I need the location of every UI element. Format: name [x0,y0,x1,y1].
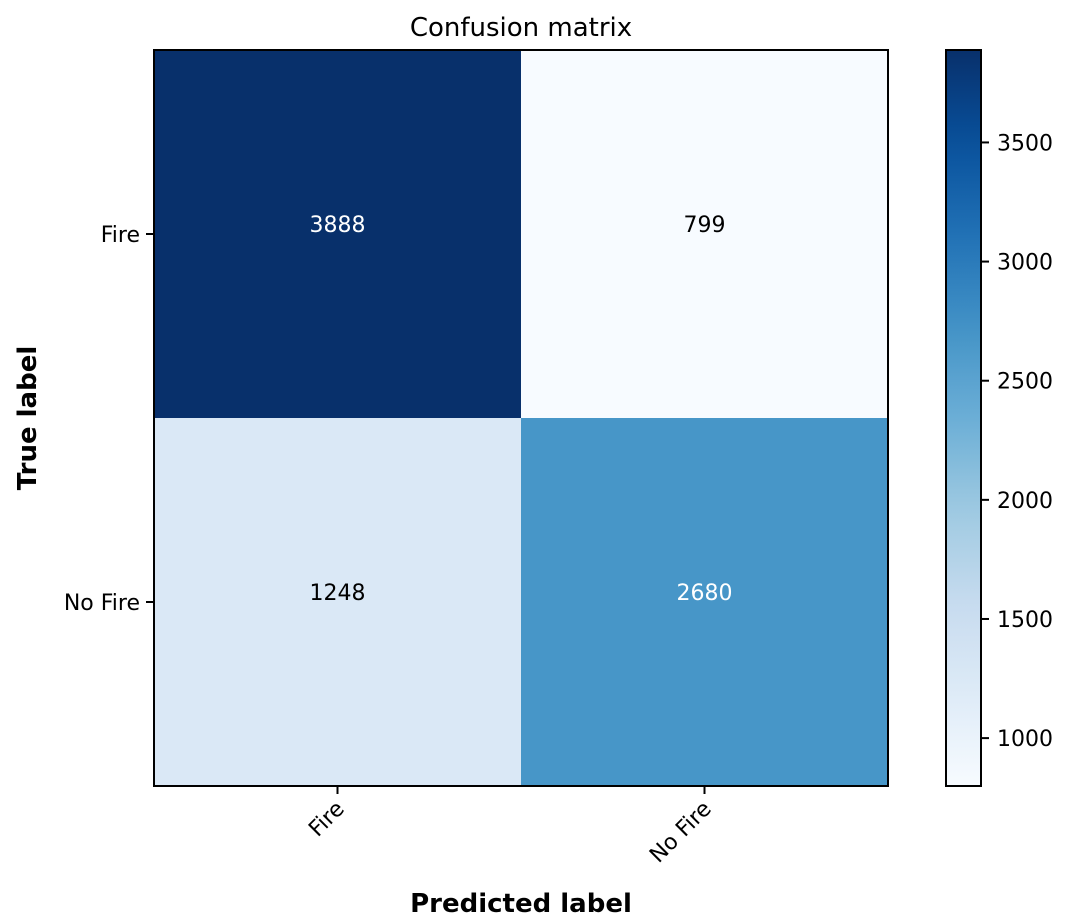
y-tick-label: No Fire [64,591,140,616]
plot-frame [153,49,889,787]
colorbar [945,49,982,787]
heatmap-cell [154,418,522,787]
y-tick-label: Fire [101,223,140,248]
colorbar-tick-label: 2000 [997,489,1053,514]
heatmap-cells [154,50,889,787]
x-tick-label: No Fire [645,797,717,869]
colorbar-tick-label: 3000 [997,251,1053,276]
y-axis-ticks: Fire No Fire [64,223,154,616]
cell-value-label: 3888 [310,213,366,238]
cell-value-label: 799 [684,213,726,238]
x-tick-label: Fire [304,797,349,842]
colorbar-tick-label: 1500 [997,608,1053,633]
x-axis-label: Predicted label [410,889,632,919]
chart-title: Confusion matrix [410,13,632,43]
colorbar-tick-label: 1000 [997,727,1053,752]
cell-value-label: 2680 [677,581,733,606]
colorbar-ticks: 1000 1500 2000 2500 3000 3500 [981,131,1053,752]
cell-value-label: 1248 [310,581,366,606]
x-axis-ticks: Fire No Fire [304,786,717,869]
colorbar-tick-label: 2500 [997,370,1053,395]
heatmap-cell [521,50,889,419]
heatmap-cell [154,50,522,419]
heatmap-cell [521,418,889,787]
cell-annotations: 3888 799 1248 2680 [310,213,733,606]
y-axis-label: True label [13,346,43,491]
colorbar-tick-label: 3500 [997,131,1053,156]
